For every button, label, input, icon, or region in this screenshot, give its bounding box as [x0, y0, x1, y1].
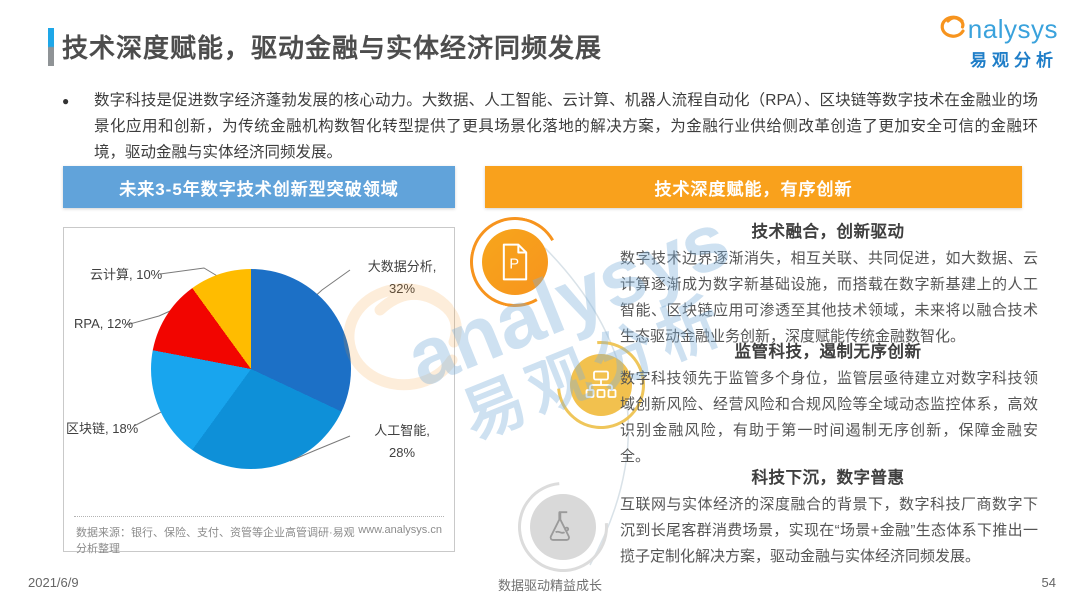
section-2-heading: 监管科技，遏制无序创新: [734, 343, 922, 361]
pie-label-ai: 人工智能, 28%: [374, 423, 430, 460]
svg-text:P: P: [509, 257, 519, 273]
analysys-logo: nalysys 易观分析: [898, 14, 1058, 71]
pie-chart: [151, 269, 351, 469]
page-title: 技术深度赋能，驱动金融与实体经济同频发展: [62, 33, 603, 63]
section-3-heading: 科技下沉，数字普惠: [751, 469, 905, 487]
title-accent-bar: [48, 28, 54, 66]
website-text: www.analysys.cn: [358, 524, 442, 536]
left-section-header: 未来3-5年数字技术创新型突破领域: [63, 166, 455, 208]
document-p-icon: P: [482, 229, 548, 295]
bullet-icon: ●: [62, 94, 70, 108]
sitemap-icon: [570, 354, 632, 416]
logo-brand-text: nalysys: [967, 14, 1058, 44]
source-row: 数据来源：银行、保险、支付、资管等企业高管调研·易观分析整理 www.analy…: [76, 524, 442, 556]
intro-paragraph: ● 数字科技是促进数字经济蓬勃发展的核心动力。大数据、人工智能、云计算、机器人流…: [62, 88, 1038, 166]
source-divider: [74, 516, 444, 517]
intro-text: 数字科技是促进数字经济蓬勃发展的核心动力。大数据、人工智能、云计算、机器人流程自…: [94, 92, 1038, 161]
footer-date: 2021/6/9: [28, 575, 79, 590]
section-1-heading: 技术融合，创新驱动: [751, 223, 905, 241]
pie-chart-panel: 云计算, 10% RPA, 12% 区块链, 18% 大数据分析, 32% 人工…: [63, 227, 455, 555]
logo-cn-text: 易观分析: [970, 51, 1058, 70]
section-3-body: 互联网与实体经济的深度融合的背景下，数字科技厂商数字下沉到长尾客群消费场景，实现…: [620, 496, 1038, 565]
section-2-body: 数字科技领先于监管多个身位，监管层亟待建立对数字科技领域创新风险、经营风险和合规…: [620, 370, 1038, 465]
right-section-header: 技术深度赋能，有序创新: [485, 166, 1022, 208]
footer-page-number: 54: [1041, 575, 1056, 590]
pie-label-blockchain: 区块链, 18%: [66, 421, 139, 436]
pie-label-rpa: RPA, 12%: [74, 316, 134, 331]
footer-tagline: 数据驱动精益成长: [497, 578, 602, 593]
pie-label-cloud: 云计算, 10%: [90, 267, 163, 282]
logo-swirl-icon: [938, 14, 968, 45]
section-1-body: 数字技术边界逐渐消失，相互关联、共同促进，如大数据、云计算逐渐成为数字新基础设施…: [620, 250, 1038, 345]
pie-label-bigdata: 大数据分析, 32%: [367, 259, 437, 296]
data-source-text: 数据来源：银行、保险、支付、资管等企业高管调研·易观分析整理: [76, 527, 355, 555]
flask-icon: [530, 494, 596, 560]
